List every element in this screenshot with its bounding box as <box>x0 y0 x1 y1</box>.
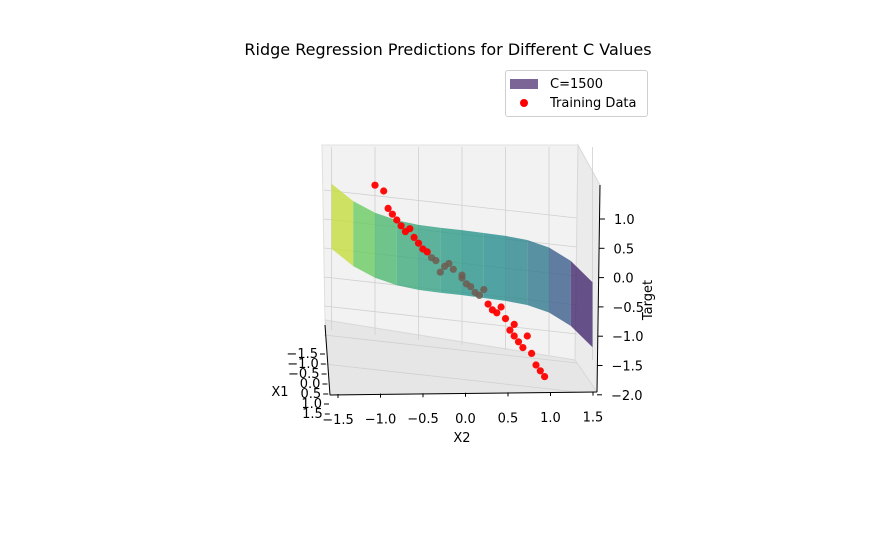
legend-swatch-surface <box>510 79 538 89</box>
x2-tick-label: −0.5 <box>407 412 439 427</box>
x2-tick-label: 0.0 <box>455 412 476 427</box>
x2-axis-label: X2 <box>453 431 470 446</box>
x2-axis: −1.5 −1.0 −0.5 0.0 0.5 1.0 1.5 X2 <box>322 391 604 446</box>
training-point <box>480 286 488 294</box>
training-point <box>484 300 492 308</box>
target-tick-label: −2.0 <box>611 389 643 404</box>
training-point <box>458 274 466 282</box>
surface-patch <box>549 247 571 326</box>
training-point <box>380 187 388 195</box>
training-point <box>514 338 523 346</box>
surface-patch <box>527 239 549 313</box>
x1-tick-label: 1.5 <box>302 407 323 422</box>
training-point <box>493 309 501 317</box>
x2-tick-label: 1.5 <box>583 411 604 426</box>
target-tick-label: 0.5 <box>614 242 635 257</box>
target-tick-label: 1.0 <box>614 213 635 228</box>
training-point <box>393 216 401 224</box>
legend-label-training: Training Data <box>550 95 637 111</box>
surface-patch <box>570 260 593 348</box>
target-axis-label: Target <box>641 280 656 321</box>
training-point <box>501 315 510 323</box>
training-point <box>371 181 379 189</box>
grid-line-target <box>323 334 578 364</box>
legend-item-surface: C=1500 <box>510 75 603 93</box>
training-point <box>445 259 453 268</box>
x1-tick-label: −0.5 <box>288 367 320 382</box>
training-point <box>510 320 518 328</box>
x1-tick-label: 0.5 <box>301 387 322 402</box>
target-tick-label: −1.0 <box>612 330 644 345</box>
training-point <box>423 248 431 256</box>
training-point <box>510 332 518 340</box>
x2-tick-label: −1.0 <box>365 413 397 428</box>
legend-label-surface: C=1500 <box>550 76 604 92</box>
grid-line-target <box>323 363 578 393</box>
training-point <box>528 349 536 357</box>
x2-tick-label: −1.5 <box>322 413 354 428</box>
training-point <box>388 210 396 218</box>
x2-tick-label: 1.0 <box>540 411 561 426</box>
x1-axis-label: X1 <box>271 385 288 400</box>
training-point <box>519 344 527 352</box>
x1-tick-label: 1.0 <box>301 397 322 412</box>
training-points <box>371 181 549 381</box>
training-point <box>467 283 475 291</box>
training-point <box>506 326 514 334</box>
legend-item-training: Training Data <box>510 94 636 112</box>
training-point <box>410 233 418 241</box>
target-axis: 1.0 0.5 0.0 −0.5 −1.0 −1.5 −2.0 Target <box>596 184 656 404</box>
training-point <box>497 303 505 311</box>
legend-swatch-training <box>510 98 538 108</box>
surface-patch <box>483 233 506 301</box>
training-point <box>532 361 540 369</box>
training-point <box>523 332 531 340</box>
training-point <box>436 268 444 276</box>
surface-patch <box>331 183 354 267</box>
target-tick-label: 0.0 <box>613 272 634 287</box>
training-point <box>541 373 549 381</box>
training-point <box>384 204 392 212</box>
training-point <box>397 222 405 230</box>
training-point <box>428 254 436 262</box>
grid-line-target <box>323 189 578 219</box>
surface-patch <box>375 212 397 286</box>
x2-tick-label: 0.5 <box>498 411 519 426</box>
x1-axis: −1.5−1.0−0.50.00.51.01.5 X1 <box>271 324 331 422</box>
x1-tick-label: 0.0 <box>300 377 321 392</box>
grid-line-target <box>323 305 578 335</box>
target-tick-label: −0.5 <box>613 301 645 316</box>
x1-tick-label: −1.0 <box>287 357 319 372</box>
training-point <box>475 291 483 299</box>
chart-title: Ridge Regression Predictions for Differe… <box>244 40 651 59</box>
legend: C=1500 Training Data <box>505 70 648 117</box>
target-tick-label: −1.5 <box>612 360 644 375</box>
surface-patch <box>353 201 375 278</box>
training-point <box>536 367 544 375</box>
training-point <box>401 228 409 236</box>
x1-tick-label: −1.5 <box>286 347 318 362</box>
training-point <box>449 265 457 273</box>
training-point <box>414 239 423 247</box>
surface-patch <box>505 235 528 305</box>
